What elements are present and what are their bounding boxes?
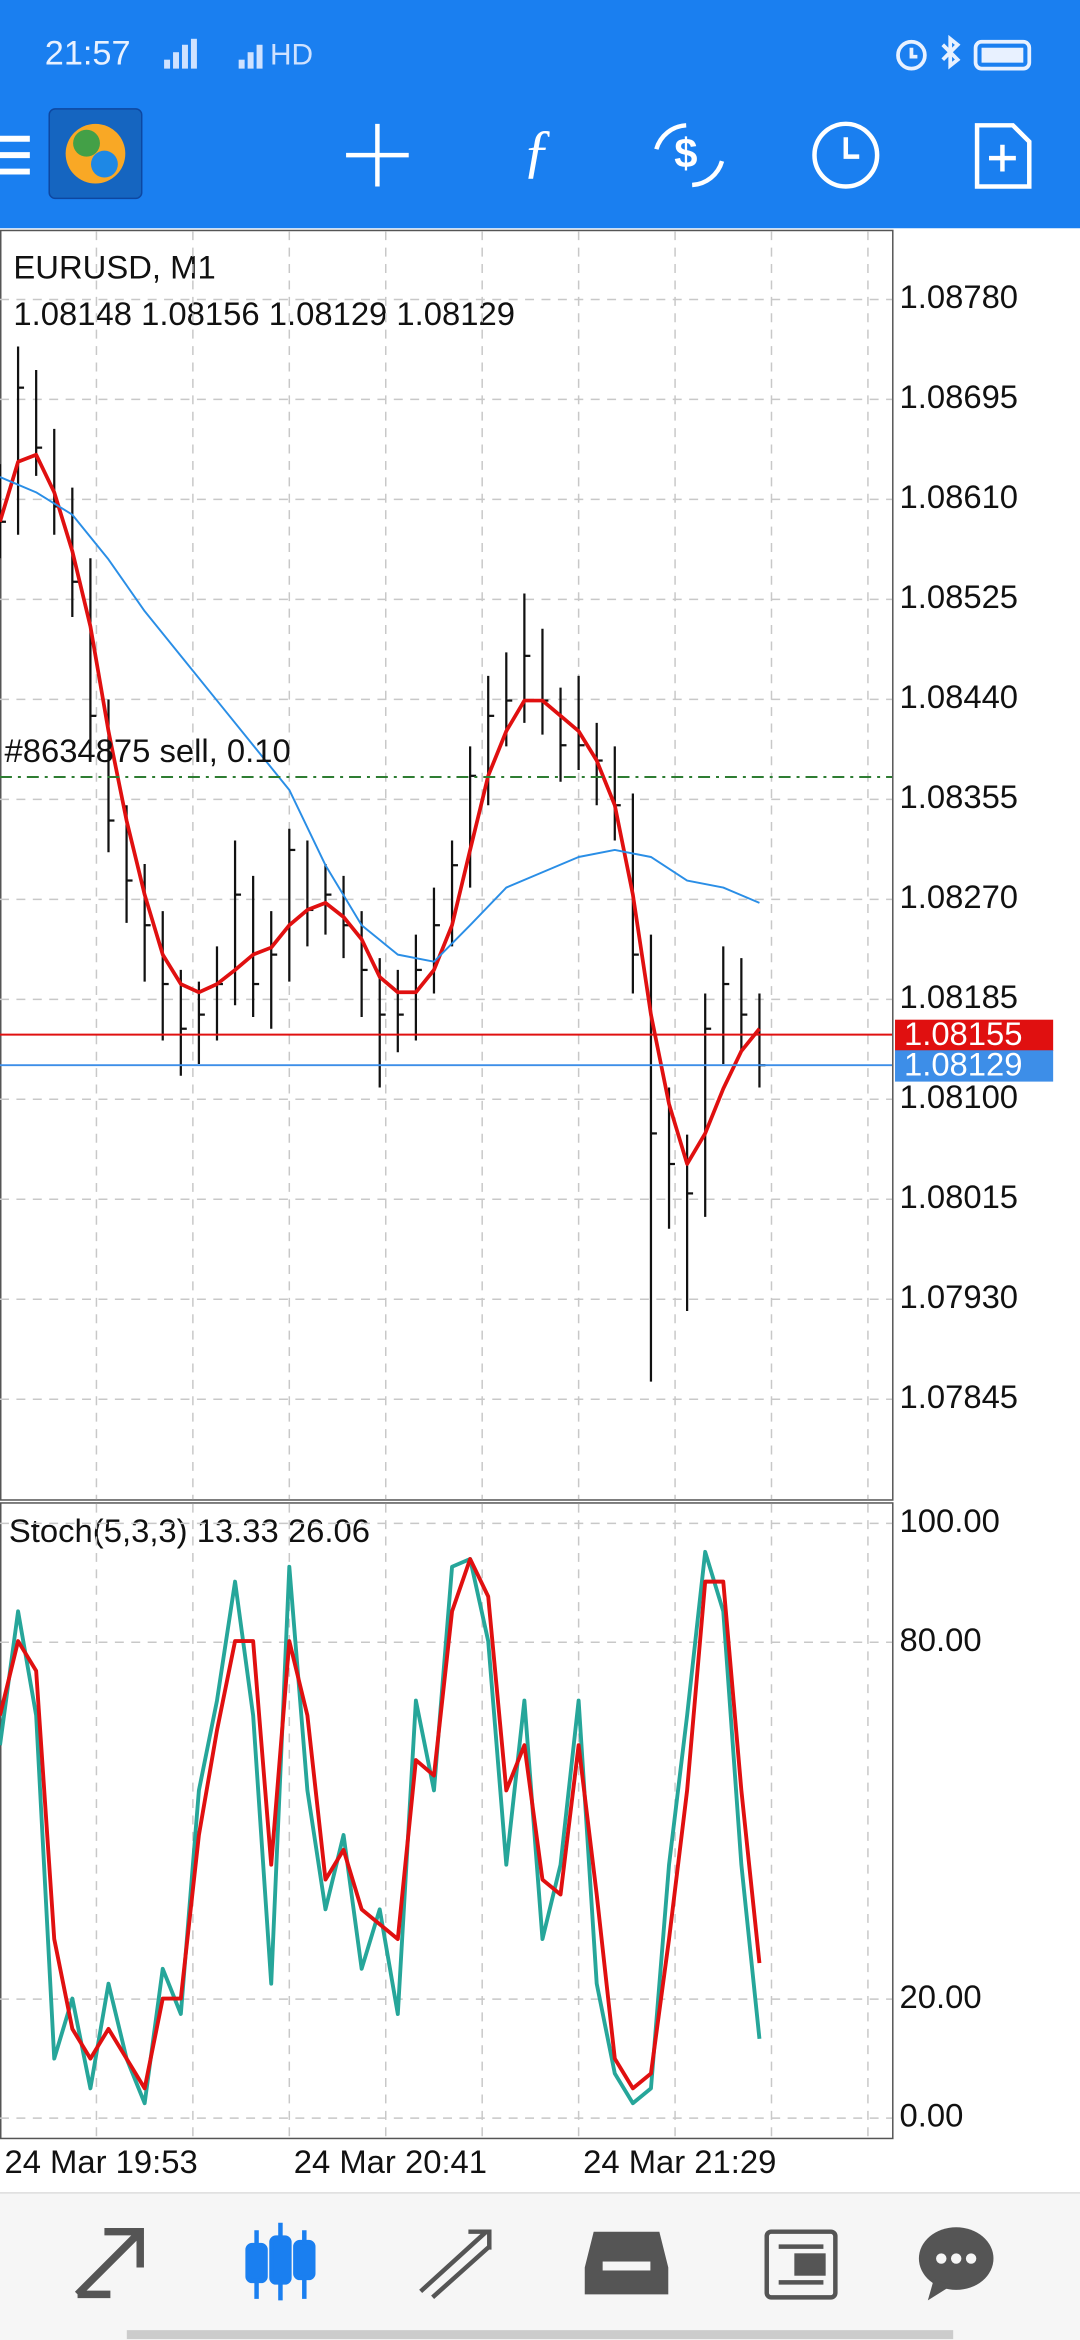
- y-tick-label: 1.07845: [900, 1378, 1019, 1415]
- y-tick-label: 1.08695: [900, 378, 1019, 415]
- y-tick-label: 100.00: [900, 1502, 1000, 1539]
- price-tag: [895, 1050, 1054, 1082]
- x-tick-label: 24 Mar 19:53: [4, 2143, 197, 2180]
- history-tab[interactable]: [584, 2231, 669, 2295]
- app-icon[interactable]: [48, 108, 143, 200]
- home-indicator: [126, 2330, 954, 2340]
- y-tick-label: 1.08355: [900, 778, 1019, 815]
- y-tick-label: 80.00: [900, 1621, 982, 1658]
- price-tag-label: 1.08129: [904, 1045, 1023, 1082]
- price-tag-label: 1.08155: [904, 1015, 1023, 1052]
- y-tick-label: 1.08185: [900, 978, 1019, 1015]
- signal-icons: [164, 38, 263, 69]
- price-panel: [0, 229, 894, 1501]
- crosshair-button[interactable]: [346, 123, 409, 187]
- quotes-tab[interactable]: [74, 2227, 144, 2299]
- trade-tab[interactable]: [419, 2229, 492, 2300]
- status-time: 21:57: [45, 34, 131, 72]
- y-tick-label: 1.08610: [900, 478, 1019, 515]
- x-tick-label: 24 Mar 20:41: [294, 2143, 487, 2180]
- indicators-button[interactable]: ƒ: [522, 117, 552, 183]
- price-tag: [895, 1019, 1054, 1052]
- moving-average: [0, 452, 761, 1166]
- stoch-line: [0, 1549, 762, 2106]
- y-tick-label: 1.07930: [900, 1278, 1019, 1315]
- y-tick-label: 20.00: [900, 1978, 982, 2015]
- plot-layer: 1.08780 1.08695 1.08610 1.08525 1.08440 1.083…: [0, 231, 1054, 2180]
- moving-average: [0, 476, 760, 963]
- y-tick-label: 1.08015: [900, 1178, 1019, 1215]
- stoch-line: [0, 1557, 762, 2091]
- y-tick-label: 0.00: [900, 2097, 964, 2134]
- hd-indicator: HD: [270, 39, 313, 72]
- stoch-panel: [0, 1502, 894, 2140]
- chat-tab[interactable]: [918, 2227, 994, 2301]
- bottom-nav: [0, 2192, 1080, 2340]
- chart-title: EURUSD, M1: [13, 249, 215, 286]
- x-tick-label: 24 Mar 21:29: [583, 2143, 776, 2180]
- menu-button[interactable]: [0, 135, 30, 175]
- period-button[interactable]: [812, 121, 880, 189]
- news-tab[interactable]: [764, 2229, 838, 2300]
- status-icons: [896, 34, 1032, 71]
- order-label: #8634875 sell, 0.10: [4, 732, 290, 769]
- price-readout: 1.08148 1.08156 1.08129 1.08129: [13, 295, 515, 332]
- stoch-title: Stoch(5,3,3) 13.33 26.06: [9, 1512, 370, 1549]
- y-tick-label: 1.08525: [900, 578, 1019, 615]
- new-order-button[interactable]: [974, 123, 1032, 189]
- y-tick-label: 1.08100: [900, 1078, 1019, 1115]
- chart-tab[interactable]: [245, 2222, 316, 2301]
- y-tick-label: 1.08440: [900, 678, 1019, 715]
- svg-text:$: $: [674, 130, 697, 177]
- top-bar: [0, 0, 1080, 229]
- y-tick-label: 1.08780: [900, 278, 1019, 315]
- trade-button[interactable]: $: [654, 123, 725, 188]
- y-tick-label: 1.08270: [900, 878, 1019, 915]
